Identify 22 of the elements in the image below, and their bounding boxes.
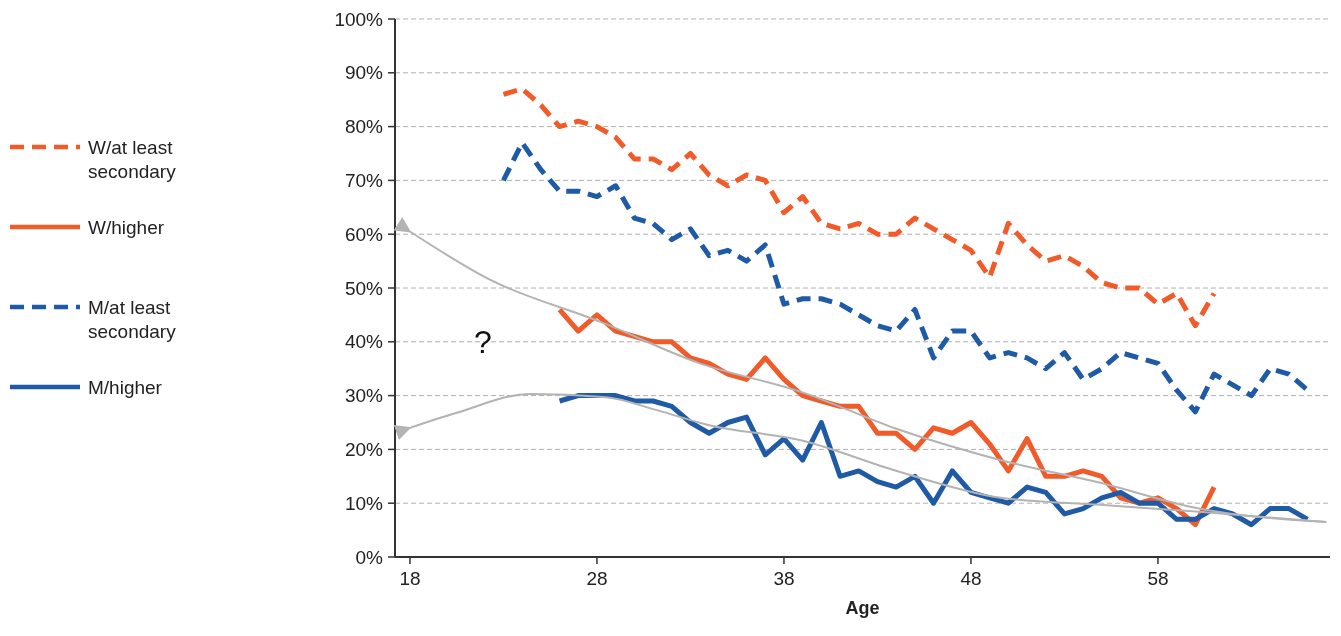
y-tick-label: 90% [344,62,384,84]
y-tick-label: 100% [334,8,384,30]
y-tick-label: 70% [344,170,384,192]
legend-label: W/at least secondary [88,136,177,183]
x-tick-label: 38 [773,568,795,589]
y-tick-label: 20% [344,439,384,461]
x-tick-label: 58 [1147,568,1169,589]
y-tick-label: 30% [344,385,384,407]
x-tick-label: 18 [399,568,421,589]
x-axis-title: Age [845,598,880,618]
x-tick-label: 28 [586,568,608,589]
legend-label: W/higher [88,216,165,238]
legend-label: M/higher [88,376,163,398]
y-tick-label: 60% [344,223,384,245]
y-tick-label: 50% [344,277,384,299]
annotation: ? [474,324,492,361]
y-tick-label: 80% [344,116,384,138]
legend-label: M/at least secondary [88,296,177,343]
x-tick-label: 48 [960,568,982,589]
y-tick-label: 0% [355,546,384,568]
y-tick-label: 40% [344,331,384,353]
y-tick-label: 10% [344,492,384,514]
